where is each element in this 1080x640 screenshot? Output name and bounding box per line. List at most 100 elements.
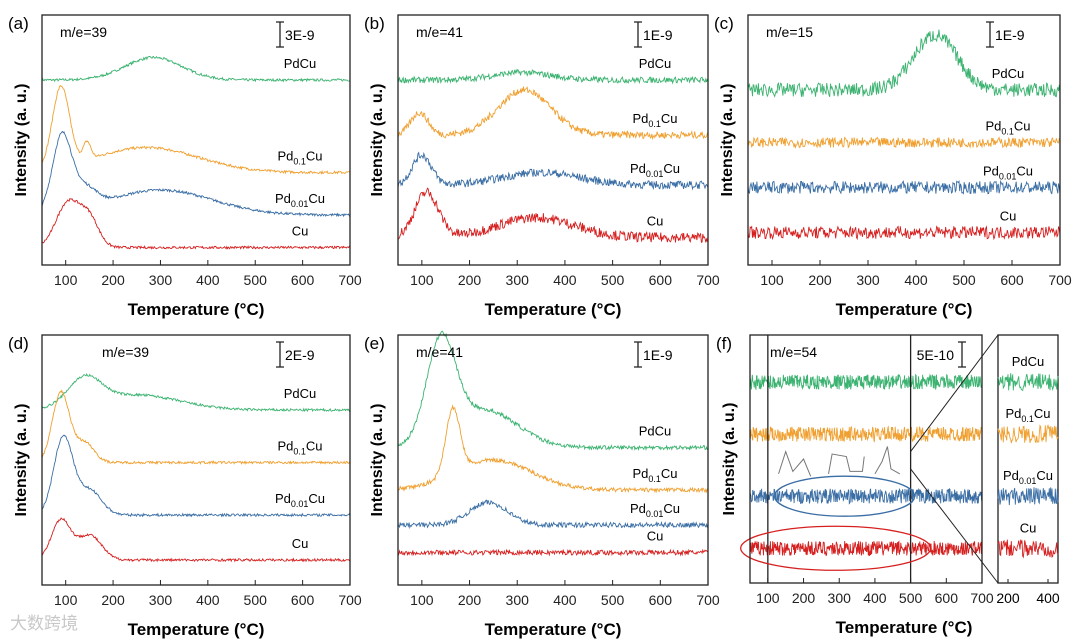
x-tick-label: 200 (101, 592, 125, 608)
legend-label: Pd0.01Cu (1003, 468, 1053, 486)
panel-letter: (c) (714, 14, 734, 33)
legend-label: Pd0.1Cu (277, 149, 322, 167)
y-axis-label: Intensity (a. u.) (13, 404, 30, 517)
molecule-sketch (874, 446, 901, 475)
x-tick-label: 200 (101, 272, 125, 288)
mass-annotation: m/e=41 (416, 344, 463, 360)
legend-label: Pd0.1Cu (277, 439, 322, 457)
plot-frame (41, 334, 351, 586)
mass-annotation: m/e=54 (770, 344, 817, 360)
panel-f: PdCu Pd0.1Cu Pd0.01Cu Cu 200 400 100 200 300 400 5… (716, 334, 1060, 637)
scale-bar-label: 1E-9 (643, 27, 673, 43)
legend-label: PdCu (639, 424, 672, 439)
x-axis-label: Temperature (°C) (128, 300, 265, 319)
legend-label: PdCu (284, 386, 317, 401)
x-tick-label: 300 (856, 272, 880, 288)
series-line-Pd0.1Cu (41, 389, 351, 466)
legend-label: Cu (1000, 209, 1017, 224)
series-line-Cu (997, 539, 1059, 559)
series-line-PdCu (41, 55, 351, 83)
highlight-ellipse (773, 475, 916, 517)
legend-label: Pd0.1Cu (985, 119, 1030, 137)
legend-label: Cu (647, 214, 664, 229)
legend-label: PdCu (284, 56, 317, 71)
scale-bar-label: 1E-9 (995, 27, 1025, 43)
x-axis-label: Temperature (°C) (128, 620, 265, 639)
x-tick-label: 300 (506, 592, 530, 608)
plot-frame (397, 14, 709, 266)
series-line-PdCu (747, 29, 1061, 98)
x-axis-label: Temperature (°C) (485, 300, 622, 319)
x-tick-label: 500 (244, 592, 268, 608)
x-tick-label: 500 (899, 590, 923, 606)
legend-label: Cu (1020, 520, 1037, 535)
mass-annotation: m/e=39 (102, 344, 149, 360)
x-tick-label: 500 (601, 592, 625, 608)
inset-frame (997, 334, 1059, 584)
series-line-Pd0.1Cu (747, 136, 1061, 149)
legend-label: Pd0.01Cu (630, 501, 680, 519)
x-tick-label: 100 (760, 272, 784, 288)
legend-label: Cu (292, 224, 309, 239)
y-axis-label: Intensity (a. u.) (369, 84, 386, 197)
x-tick-label: 300 (149, 272, 173, 288)
x-tick-label: 600 (1000, 272, 1024, 288)
y-axis-label: Intensity (a. u.) (13, 84, 30, 197)
x-tick-label: 600 (291, 592, 315, 608)
legend-label: Cu (292, 536, 309, 551)
scale-bar (634, 21, 642, 48)
plot-frame (747, 14, 1061, 266)
panel-letter: (e) (364, 334, 385, 353)
panel-c: PdCu Pd0.1Cu Pd0.01Cu Cu 100 200 300 400 500 600 7… (714, 14, 1072, 319)
panel-e: PdCu Pd0.1Cu Pd0.01Cu Cu 100 200 300 400 500 600 7… (364, 330, 720, 639)
legend-label: Cu (647, 529, 664, 544)
mass-annotation: m/e=15 (766, 24, 813, 40)
panel-b: PdCu Pd0.1Cu Pd0.01Cu Cu 100 200 300 400 500 600 7… (364, 14, 720, 319)
series-line-PdCu (997, 373, 1059, 392)
x-tick-label: 700 (338, 272, 362, 288)
zoom-connector (910, 334, 999, 452)
x-tick-label: 200 (458, 272, 482, 288)
scale-bar (276, 21, 284, 48)
x-tick-label: 700 (696, 592, 720, 608)
series-line-Cu (41, 197, 351, 250)
x-tick-label: 300 (506, 272, 530, 288)
x-tick-label: 700 (696, 272, 720, 288)
series-line-Pd0.01Cu (397, 151, 709, 191)
legend-label: Pd0.01Cu (275, 491, 325, 509)
scale-bar-label: 1E-9 (643, 347, 673, 363)
x-tick-label: 400 (863, 590, 887, 606)
molecule-sketch (828, 453, 865, 474)
series-line-Pd0.1Cu (41, 84, 351, 175)
x-tick-label: 700 (970, 590, 994, 606)
x-tick-label: 100 (756, 590, 780, 606)
x-tick-label: 600 (291, 272, 315, 288)
x-tick-label: 600 (649, 592, 673, 608)
series-line-PdCu (397, 68, 709, 85)
watermark: 大数跨境 (10, 614, 78, 634)
y-axis-label: Intensity (a. u.) (369, 404, 386, 517)
x-tick-label: 300 (828, 590, 852, 606)
series-line-PdCu (41, 372, 351, 413)
x-tick-label: 200 (996, 590, 1020, 606)
legend-label: Pd0.1Cu (1005, 406, 1050, 424)
molecule-sketch (778, 450, 812, 477)
series-line-Cu (749, 540, 983, 557)
series-line-Cu (397, 187, 709, 243)
x-tick-label: 700 (338, 592, 362, 608)
panel-letter: (a) (8, 14, 29, 33)
scale-bar-label: 2E-9 (285, 347, 315, 363)
plot-frame (41, 14, 351, 266)
series-line-Cu (397, 548, 709, 557)
x-tick-label: 400 (904, 272, 928, 288)
series-line-Pd0.1Cu (997, 424, 1059, 444)
series-line-PdCu (749, 373, 983, 391)
x-tick-label: 100 (410, 592, 434, 608)
x-tick-label: 200 (458, 592, 482, 608)
zoom-connector (910, 468, 999, 584)
legend-label: Pd0.01Cu (275, 191, 325, 209)
panel-d: PdCu Pd0.1Cu Pd0.01Cu Cu 100 200 300 400 500 600 7… (8, 334, 362, 639)
x-tick-label: 500 (601, 272, 625, 288)
x-tick-label: 300 (149, 592, 173, 608)
